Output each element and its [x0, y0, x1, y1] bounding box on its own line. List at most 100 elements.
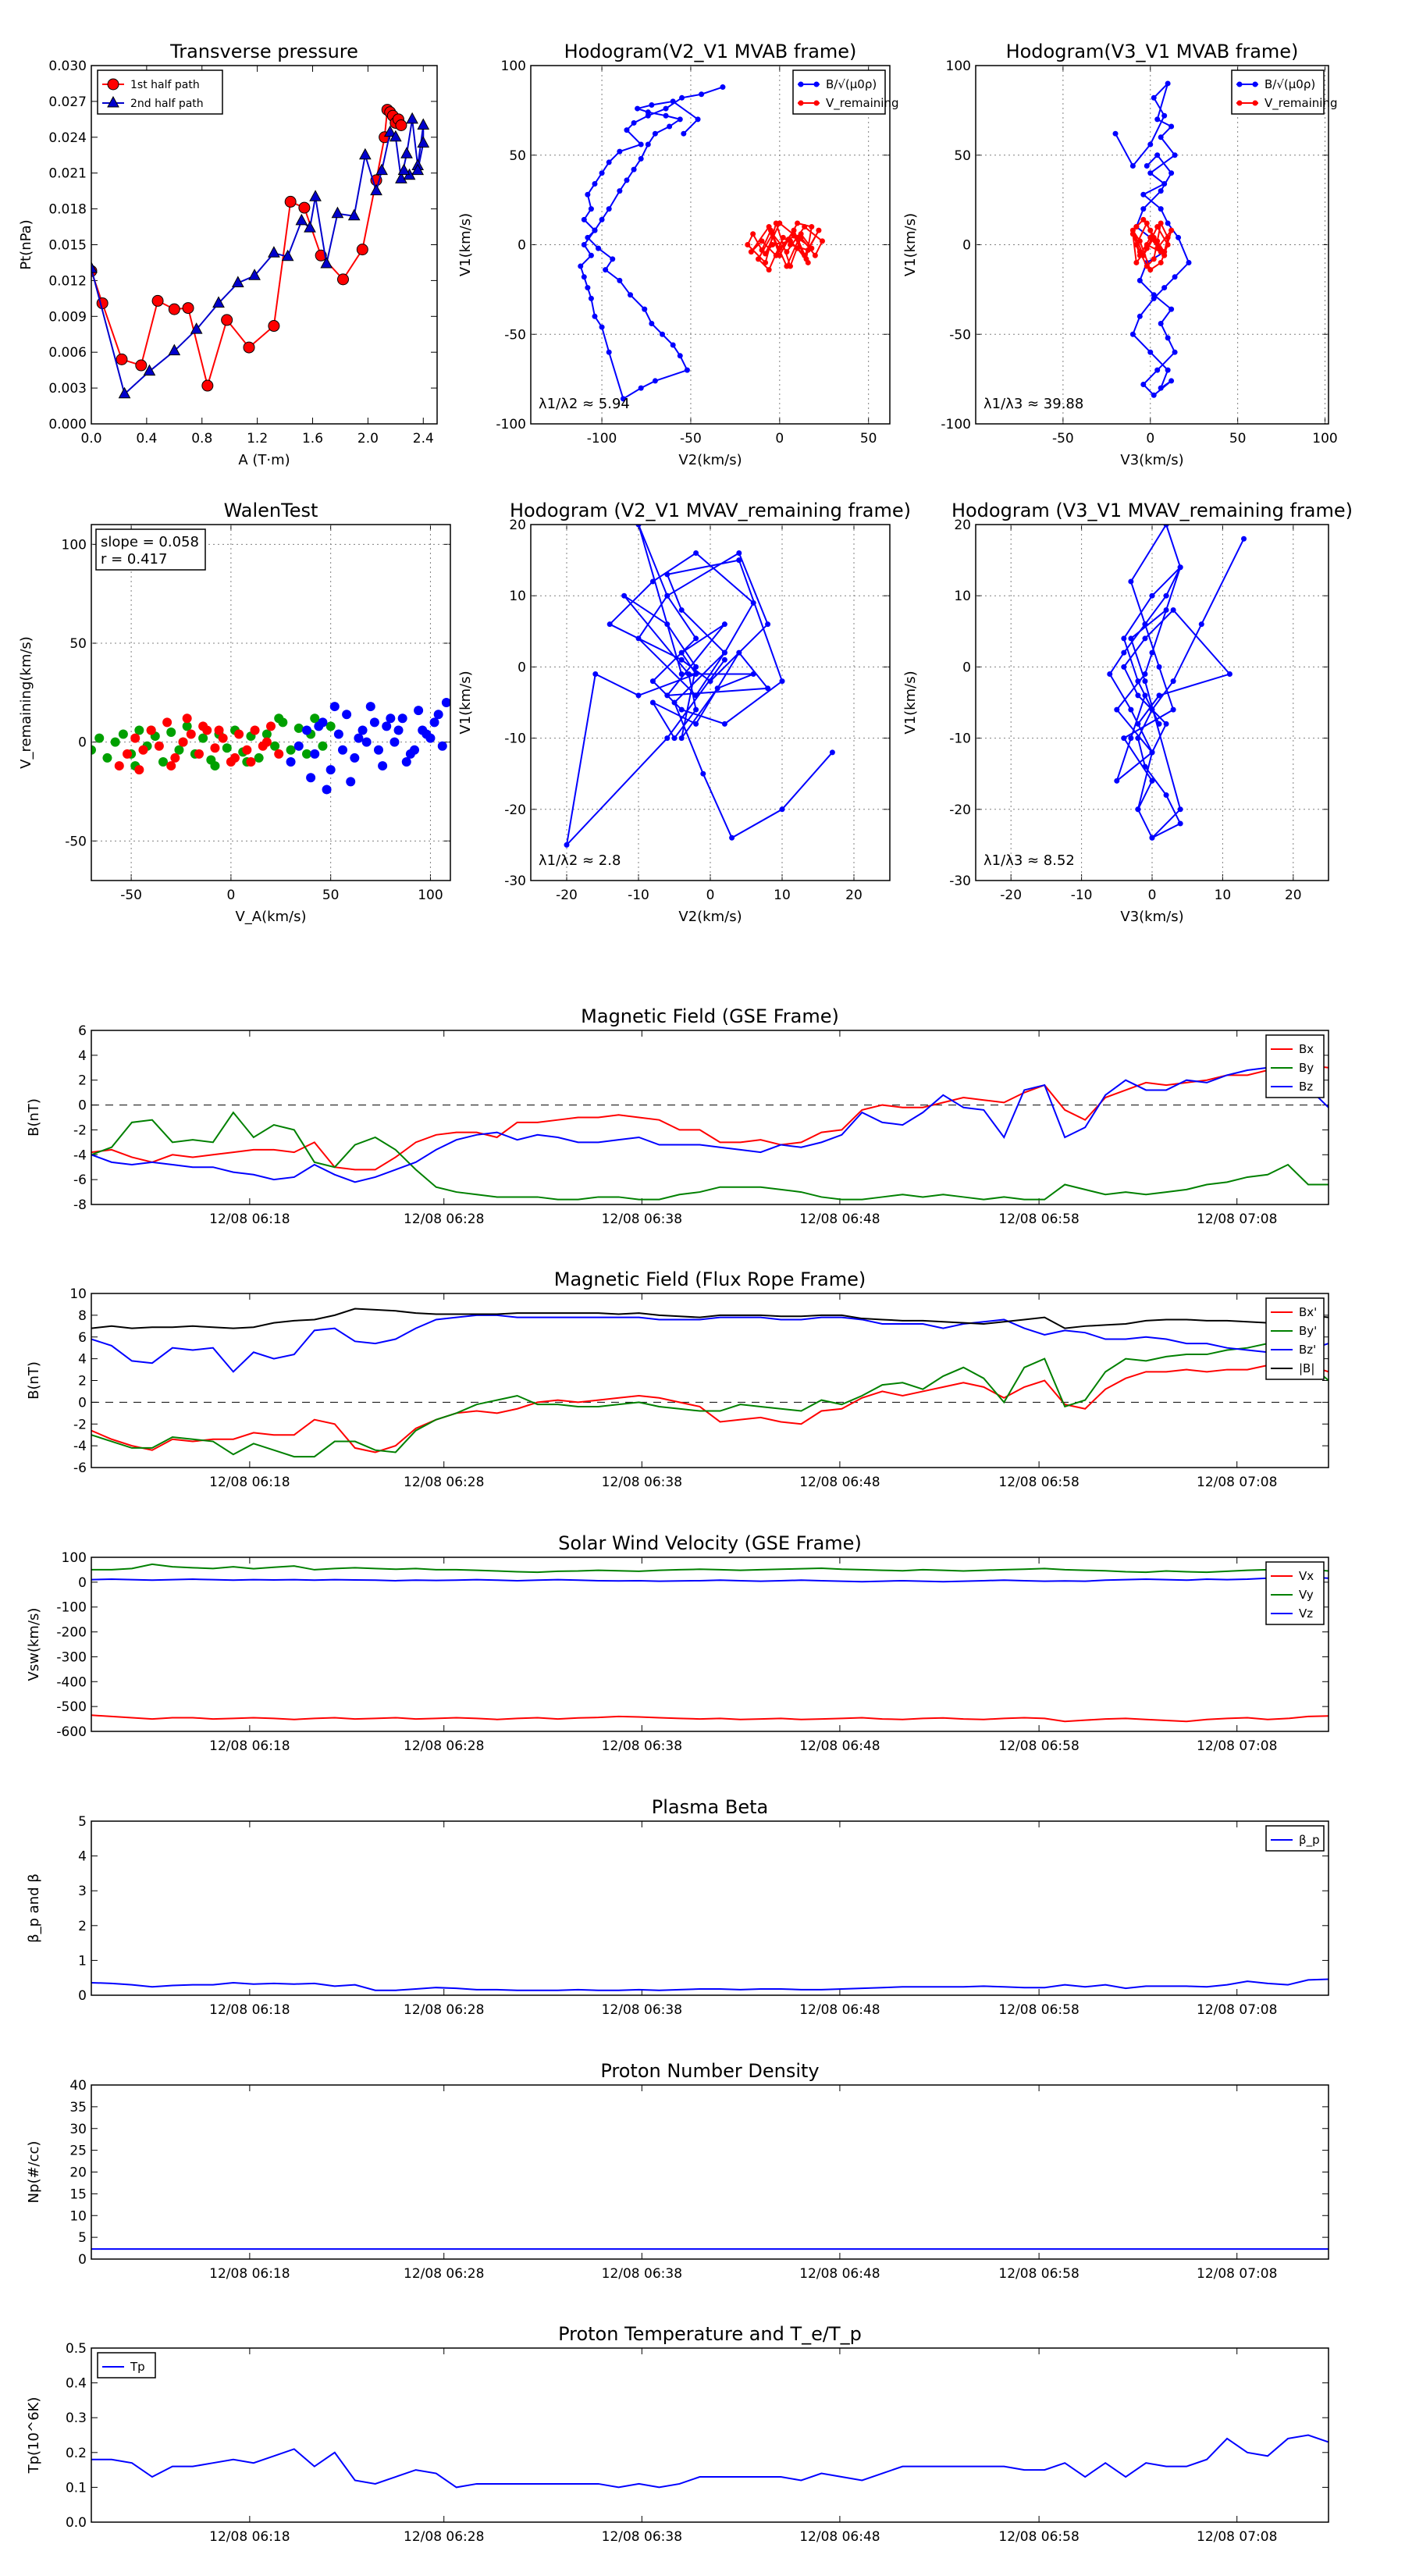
data-point [1128, 735, 1134, 742]
series-line [91, 2434, 1329, 2489]
data-point [585, 234, 591, 240]
data-point [664, 735, 670, 742]
annotation-text: λ1/λ3 ≈ 39.88 [984, 396, 1083, 412]
legend-box [1231, 69, 1325, 115]
legend-label: V_remaining [826, 96, 899, 111]
x-tick-label: 0 [226, 888, 235, 903]
plot-area [91, 1293, 1329, 1468]
data-point [354, 733, 364, 743]
data-point [378, 761, 388, 771]
x-tick-label: 1.6 [302, 431, 323, 447]
data-point [1144, 242, 1150, 247]
x-tick-label: -10 [628, 888, 649, 903]
data-point [677, 353, 683, 359]
y-tick-label: -50 [949, 327, 971, 343]
x-tick-label: -50 [1052, 431, 1074, 447]
data-point [1168, 227, 1175, 233]
plot-area [91, 1557, 1329, 1731]
data-point [693, 550, 699, 556]
data-point [168, 343, 181, 356]
x-tick-label: 12/08 06:28 [404, 1738, 484, 1754]
x-tick-label: 0.0 [80, 431, 101, 447]
data-point [342, 710, 352, 720]
x-tick-label: -100 [587, 431, 617, 447]
data-point [389, 130, 402, 142]
data-point [214, 725, 224, 735]
legend-label: Vy [1299, 1588, 1314, 1602]
chart-np: 12/08 06:18 12/08 06:28 12/08 06:38 12/08 0… [26, 2060, 1329, 2282]
data-point [395, 119, 407, 131]
legend-label: V_remaining [1264, 96, 1338, 111]
legend-label: Vz [1299, 1606, 1313, 1621]
x-tick-label: 12/08 07:08 [1197, 2266, 1277, 2282]
data-point [812, 252, 818, 258]
y-tick-label: 15 [69, 2186, 87, 2202]
x-tick-label: 12/08 06:28 [404, 2002, 484, 2018]
data-point [230, 753, 240, 763]
data-point [596, 245, 602, 251]
data-point [606, 159, 612, 165]
data-point [578, 263, 584, 269]
data-point [369, 717, 379, 728]
data-point [382, 721, 392, 731]
data-point [1147, 170, 1154, 176]
data-point [1114, 777, 1120, 784]
data-point [118, 386, 131, 399]
y-axis-label: B(nT) [26, 1098, 42, 1137]
x-tick-label: 20 [845, 888, 863, 903]
data-point [693, 635, 699, 642]
data-point [1165, 234, 1171, 240]
y-tick-label: 0.3 [66, 2411, 87, 2426]
data-point [1161, 180, 1168, 187]
data-point [441, 698, 450, 707]
y-axis-label: V_remaining(km/s) [18, 636, 34, 769]
y-tick-label: -2 [73, 1417, 87, 1432]
data-point [585, 191, 591, 197]
y-tick-label: 0.000 [48, 417, 87, 432]
y-tick-label: -50 [504, 327, 526, 343]
y-tick-label: 100 [946, 59, 971, 74]
y-tick-label: 4 [78, 1849, 87, 1865]
data-point [777, 245, 783, 251]
data-point [314, 721, 324, 731]
plot-frame [91, 1293, 1329, 1468]
x-tick-label: 0.8 [191, 431, 212, 447]
plot-area [91, 2348, 1329, 2522]
data-point [325, 721, 336, 731]
data-point [383, 125, 397, 137]
data-point [720, 84, 726, 91]
data-point [1133, 242, 1140, 247]
legend-label: β_p [1299, 1833, 1320, 1848]
chart-title: Hodogram (V2_V1 MVAV_remaining frame) [510, 500, 911, 521]
legend-label: B/√(μ0ρ) [1264, 77, 1315, 91]
data-point [310, 713, 320, 724]
annotation-text: slope = 0.058 [101, 534, 199, 550]
data-point [763, 259, 769, 265]
y-tick-label: 30 [69, 2122, 87, 2137]
data-point [1149, 649, 1155, 656]
data-point [670, 98, 676, 105]
data-point [1241, 535, 1247, 542]
data-point [780, 234, 786, 240]
data-point [1177, 564, 1183, 571]
series-line [91, 1362, 1329, 1453]
data-point [1135, 720, 1141, 727]
chart-title: Proton Temperature and T_e/T_p [558, 2323, 862, 2345]
data-point [1121, 735, 1127, 742]
x-tick-label: 12/08 06:38 [602, 2002, 682, 2018]
series-group [91, 1308, 1329, 1458]
x-tick-label: 12/08 06:18 [209, 1475, 290, 1490]
data-point [1154, 238, 1161, 244]
data-point [333, 729, 343, 739]
series-line [91, 1314, 1329, 1373]
x-tick-label: -50 [680, 431, 702, 447]
plot-area [91, 2085, 1329, 2259]
data-point [116, 353, 128, 365]
data-point [699, 91, 705, 98]
y-tick-label: 50 [954, 148, 971, 164]
plot-frame [91, 65, 438, 425]
data-point [660, 331, 666, 337]
plot-area [976, 66, 1329, 424]
data-point [1151, 392, 1157, 398]
data-point [624, 127, 630, 133]
